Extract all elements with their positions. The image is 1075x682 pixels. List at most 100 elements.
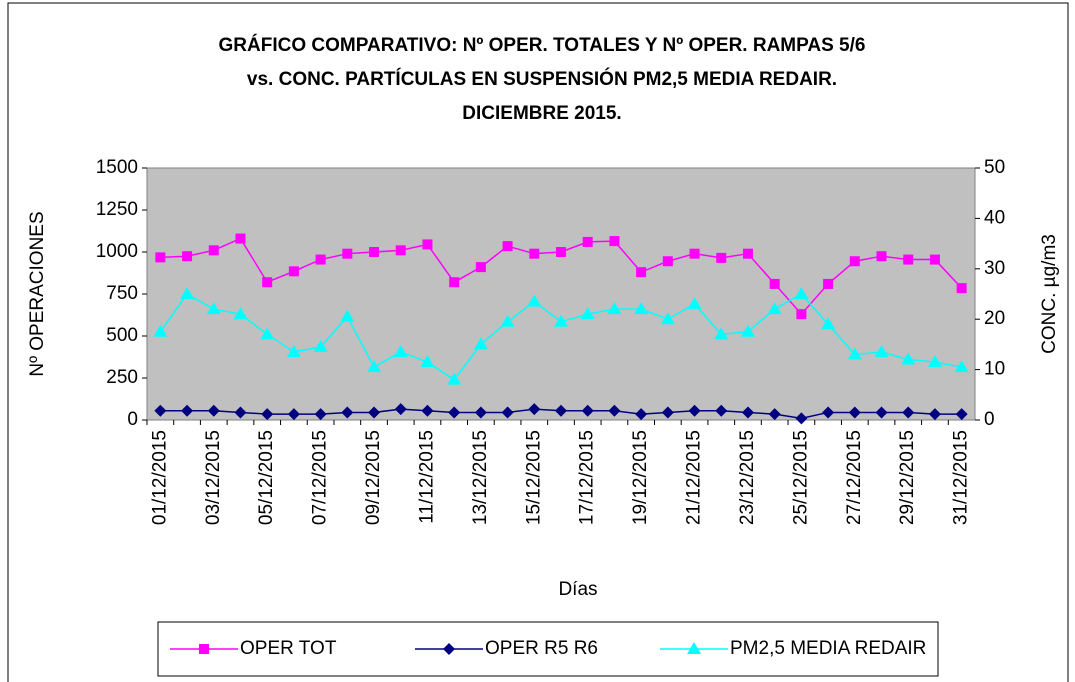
point (767, 302, 782, 315)
point (234, 406, 247, 419)
x-tick-label: 17/12/2015 (577, 430, 598, 525)
point (340, 309, 355, 322)
point (529, 248, 540, 259)
point (740, 324, 755, 337)
point (233, 307, 248, 320)
point (580, 307, 595, 320)
point (153, 324, 168, 337)
y-tick-label: 750 (106, 283, 138, 304)
plot-area (146, 167, 976, 421)
x-tick-label: 11/12/2015 (416, 430, 437, 524)
legend-label: OPER TOT (240, 638, 337, 659)
legend-label: OPER R5 R6 (485, 638, 598, 659)
point (689, 248, 700, 259)
y2-tick-label: 40 (984, 207, 1005, 228)
legend (157, 621, 939, 677)
point (154, 404, 167, 417)
point (794, 287, 809, 299)
y-tick-label: 500 (106, 325, 138, 346)
point (901, 352, 916, 365)
x-tick-label: 23/12/2015 (737, 430, 758, 525)
point (367, 360, 382, 373)
x-tick-label: 15/12/2015 (523, 430, 544, 525)
point (847, 347, 862, 360)
point (555, 404, 567, 417)
point (582, 236, 593, 247)
point (688, 404, 701, 417)
point (741, 406, 754, 419)
point (475, 262, 486, 273)
point (715, 404, 728, 417)
x-tick-label: 21/12/2015 (684, 430, 705, 525)
x-tick-label: 13/12/2015 (470, 430, 491, 525)
x-tick-label: 07/12/2015 (310, 430, 331, 525)
point (341, 406, 354, 419)
y2-tick-label: 50 (984, 157, 1005, 178)
y2-tick-label: 10 (984, 359, 1005, 380)
y-tick-label: 1250 (96, 199, 138, 220)
point (929, 254, 940, 265)
x-tick-label: 19/12/2015 (630, 430, 651, 525)
legend-label: PM2,5 MEDIA REDAIR (730, 638, 926, 659)
point (635, 408, 648, 421)
y2-tick-label: 0 (984, 409, 995, 430)
point (636, 267, 647, 278)
point (288, 266, 299, 277)
x-tick-label: 31/12/2015 (951, 430, 972, 525)
y2-tick-label: 20 (984, 308, 1005, 329)
point (849, 256, 860, 267)
x-tick-label: 27/12/2015 (844, 430, 865, 525)
chart-title: vs. CONC. PARTÍCULAS EN SUSPENSIÓN PM2,5… (247, 68, 837, 90)
point (954, 360, 969, 373)
chart-title: DICIEMBRE 2015. (462, 103, 621, 124)
point (742, 248, 753, 259)
point (260, 327, 275, 340)
point (369, 247, 380, 257)
x-tick-label: 25/12/2015 (790, 430, 811, 525)
point (928, 408, 941, 421)
point (208, 245, 219, 256)
point (821, 317, 836, 330)
point (927, 355, 942, 368)
point (394, 403, 407, 416)
x-tick-label: 03/12/2015 (203, 430, 224, 525)
point (687, 297, 702, 310)
point (634, 302, 649, 315)
point (342, 248, 353, 259)
point (449, 277, 460, 288)
point (956, 283, 967, 294)
point (955, 408, 968, 421)
point (315, 254, 326, 265)
point (313, 339, 328, 352)
point (528, 403, 541, 416)
point (874, 344, 889, 357)
point (314, 408, 327, 421)
point (768, 408, 781, 421)
point (527, 294, 542, 307)
point (181, 404, 194, 417)
point (716, 252, 727, 263)
x-tick-label: 29/12/2015 (897, 430, 918, 525)
y-tick-label: 250 (106, 367, 138, 388)
point (286, 344, 301, 357)
point (609, 236, 620, 247)
point (848, 406, 861, 419)
point (501, 406, 514, 419)
point (448, 406, 461, 419)
y2-axis-label: CONC. µg/m3 (1039, 234, 1060, 354)
point (608, 404, 621, 417)
legend-marker (687, 642, 701, 654)
point (474, 406, 487, 419)
point (395, 245, 406, 256)
point (473, 337, 488, 350)
point (769, 278, 780, 289)
point (262, 277, 273, 288)
point (662, 256, 673, 267)
point (235, 233, 246, 244)
y-tick-label: 1500 (96, 157, 138, 178)
point (207, 404, 220, 417)
x-tick-label: 01/12/2015 (149, 430, 170, 525)
point (660, 312, 675, 325)
point (368, 406, 381, 419)
point (822, 406, 835, 419)
